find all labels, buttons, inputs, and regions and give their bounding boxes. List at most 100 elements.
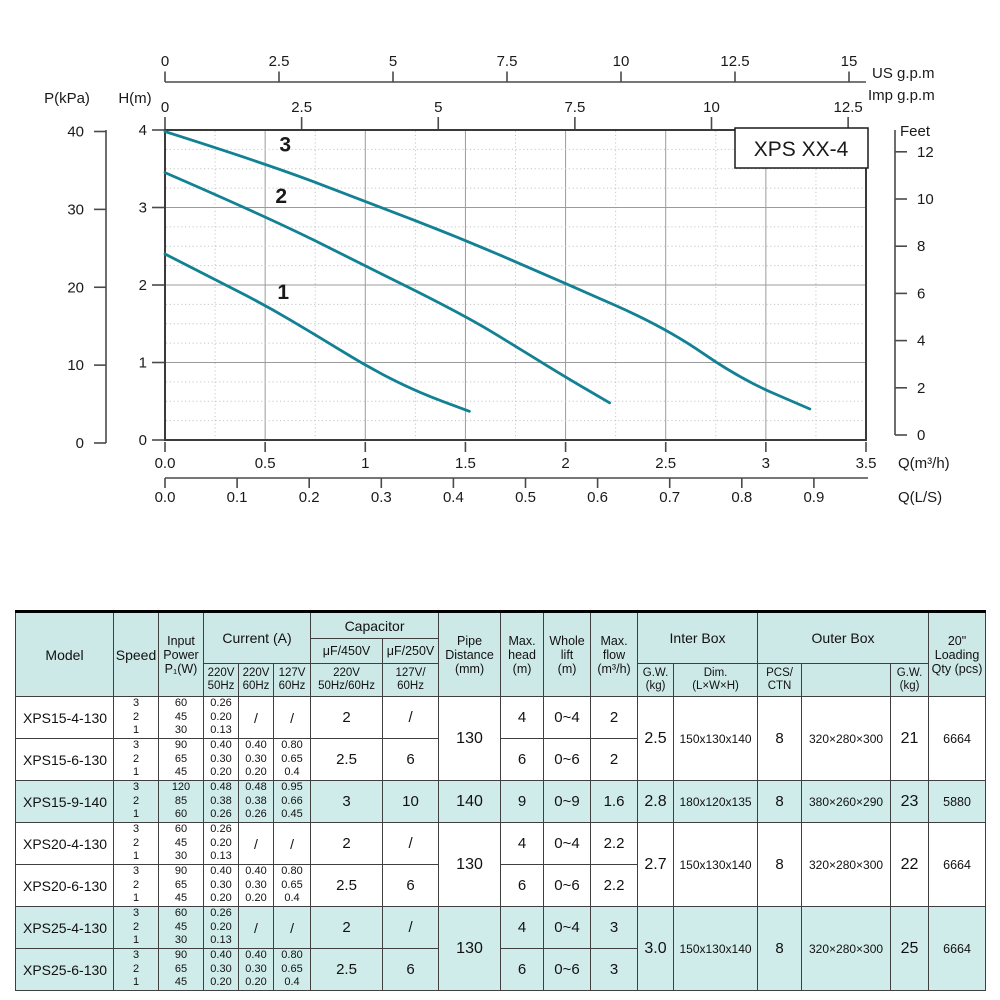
header-dim: Dim. (L×W×H) bbox=[673, 663, 759, 697]
header-current: Current (A) bbox=[202, 610, 312, 664]
cell-input-power: 60 45 30 bbox=[158, 696, 204, 739]
imp-gpm-axis: 0 2.5 5 7.5 10 12.5 Imp g.p.m bbox=[161, 87, 935, 129]
cell-max-head: 9 bbox=[500, 780, 545, 823]
cell-model: XPS15-9-140 bbox=[15, 780, 114, 823]
cell-max-head: 6 bbox=[500, 738, 545, 781]
head-axis-label: H(m) bbox=[118, 90, 151, 107]
stack-line: 0.30 bbox=[210, 962, 232, 975]
header-speed: Speed bbox=[113, 610, 159, 697]
tick-label: 0 bbox=[139, 432, 147, 449]
cell-inter-box-dim: 150x130x140 bbox=[673, 696, 759, 781]
stack-line: 0.48 bbox=[245, 781, 267, 794]
cell-current-127v-60hz: 0.80 0.65 0.4 bbox=[272, 948, 312, 991]
header-model: Model bbox=[15, 610, 114, 697]
header-lift: Whole lift (m) bbox=[543, 610, 592, 697]
stack-line: 0.80 bbox=[281, 865, 303, 878]
header-uf450: μF/450V bbox=[310, 638, 384, 664]
cell-current-220v-60hz: 0.40 0.30 0.20 bbox=[238, 864, 274, 907]
header-capacitor: Capacitor bbox=[310, 610, 440, 639]
cell-input-power: 60 45 30 bbox=[158, 822, 204, 865]
stack-line: 3 bbox=[132, 781, 140, 794]
cell-capacitor-250v: 10 bbox=[382, 780, 440, 823]
stack-line: 85 bbox=[174, 794, 188, 807]
cell-whole-lift: 0~4 bbox=[543, 822, 592, 865]
curve-path-2 bbox=[163, 171, 611, 405]
cell-capacitor-450v: 2.5 bbox=[310, 948, 384, 991]
cell-current-127v-60hz: 0.95 0.66 0.45 bbox=[272, 780, 312, 823]
stack-line: 0.4 bbox=[284, 766, 300, 779]
stack-line: 1 bbox=[132, 850, 140, 863]
stack-line: 0.26 bbox=[210, 823, 232, 836]
stack-line: 2 bbox=[132, 836, 140, 849]
tick-label: 12.5 bbox=[834, 99, 863, 116]
tick-label: 2.5 bbox=[291, 99, 312, 116]
stack-line: 2 bbox=[132, 878, 140, 891]
tick-label: 2.5 bbox=[269, 53, 290, 70]
stack-line: 1 bbox=[132, 766, 140, 779]
stack-line: 45 bbox=[174, 892, 188, 905]
imp-gpm-axis-label: Imp g.p.m bbox=[868, 87, 935, 104]
stack-line: 120 bbox=[171, 781, 191, 794]
tick-label: 5 bbox=[389, 53, 397, 70]
stack-line: 2 bbox=[132, 962, 140, 975]
cell-inter-box-gw: 3.0 bbox=[637, 906, 675, 991]
stack-line: 0.48 bbox=[210, 781, 232, 794]
stack-line: 30 bbox=[174, 850, 188, 863]
tick-label: 1.5 bbox=[455, 455, 476, 472]
stack-line: 30 bbox=[174, 724, 188, 737]
cell-input-power: 90 65 45 bbox=[158, 738, 204, 781]
tick-label: 0.9 bbox=[803, 489, 824, 506]
cell-inter-box-dim: 150x130x140 bbox=[673, 906, 759, 991]
pressure-axis-label: P(kPa) bbox=[44, 90, 90, 107]
tick-label: 0.7 bbox=[659, 489, 680, 506]
spec-row-xps15-6-130: XPS15-6-130 3 2 1 90 65 45 0.40 0.30 0.20 0.40 0.30… bbox=[15, 738, 986, 781]
cell-current-127v-60hz: / bbox=[272, 822, 312, 865]
header-row: μF/450V μF/250V bbox=[16, 638, 986, 664]
stack-line: 0.20 bbox=[245, 892, 267, 905]
cell-capacitor-450v: 3 bbox=[310, 780, 384, 823]
stack-line: 45 bbox=[174, 920, 188, 933]
tick-label: 3 bbox=[139, 200, 147, 217]
header-v127-60: 127V/ 60Hz bbox=[382, 663, 440, 697]
stack-line: 3 bbox=[132, 907, 140, 920]
tick-label: 0 bbox=[161, 99, 169, 116]
stack-line: 45 bbox=[174, 836, 188, 849]
cell-capacitor-250v: 6 bbox=[382, 738, 440, 781]
cell-pipe-distance: 140 bbox=[438, 780, 502, 823]
header-flow: Max. flow (m³/h) bbox=[590, 610, 639, 697]
stack-line: 2 bbox=[132, 920, 140, 933]
stack-line: 65 bbox=[174, 962, 188, 975]
cell-capacitor-450v: 2.5 bbox=[310, 864, 384, 907]
header-outer-box: Outer Box bbox=[757, 610, 930, 664]
cell-pipe-distance: 130 bbox=[438, 822, 502, 907]
tick-label: 0.2 bbox=[299, 489, 320, 506]
pressure-axis: 40 30 20 10 0 P(kPa) bbox=[44, 90, 107, 452]
stack-line: 0.26 bbox=[210, 697, 232, 710]
stack-line: 0.80 bbox=[281, 949, 303, 962]
stack-line: 0.20 bbox=[245, 766, 267, 779]
stack-line: 2 bbox=[132, 710, 140, 723]
cell-max-flow: 2 bbox=[590, 738, 639, 781]
header-head: Max. head (m) bbox=[500, 610, 545, 697]
tick-label: 1 bbox=[361, 455, 369, 472]
header-v220-5060: 220V 50Hz/60Hz bbox=[310, 663, 384, 697]
stack-line: 3 bbox=[132, 823, 140, 836]
stack-line: 3 bbox=[132, 739, 140, 752]
header-c220-50: 220V 50Hz bbox=[203, 663, 239, 697]
tick-label: 0 bbox=[917, 427, 925, 444]
header-input-power: Input Power P₁(W) bbox=[158, 610, 204, 697]
stack-line: 60 bbox=[174, 697, 188, 710]
cell-capacitor-250v: / bbox=[382, 696, 440, 739]
cell-loading-qty: 5880 bbox=[928, 780, 987, 823]
curve-label-2: 2 bbox=[275, 185, 287, 208]
tick-label: 2 bbox=[917, 380, 925, 397]
stack-line: 1 bbox=[132, 892, 140, 905]
flow-m3h-axis-label: Q(m³/h) bbox=[898, 455, 950, 472]
cell-outer-box-dim: 320×280×300 bbox=[801, 906, 892, 991]
curve-2: 2 bbox=[163, 171, 611, 405]
stack-line: 1 bbox=[132, 934, 140, 947]
head-axis: 4 3 2 1 0 H(m) bbox=[118, 90, 164, 449]
